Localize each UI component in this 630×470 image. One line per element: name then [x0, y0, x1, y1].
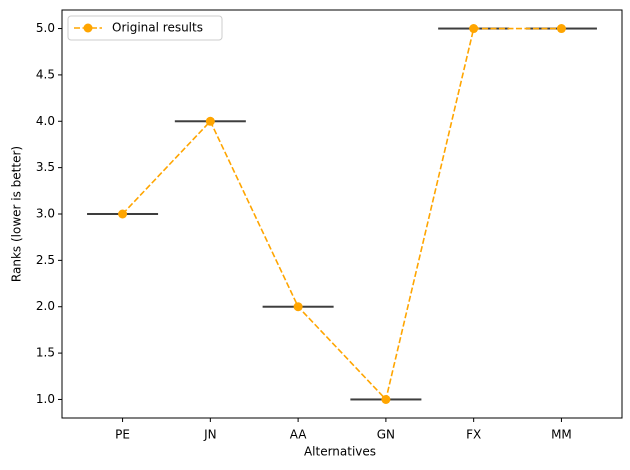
point: [556, 24, 566, 34]
y-tick-label: 2.5: [36, 253, 55, 267]
point: [293, 302, 303, 312]
point: [118, 209, 128, 219]
x-tick-label: MM: [551, 428, 572, 442]
legend-label: Original results: [112, 21, 203, 35]
x-tick-label: FX: [466, 428, 481, 442]
y-tick-label: 2.0: [36, 299, 55, 313]
point: [469, 24, 479, 34]
point: [205, 116, 215, 126]
legend-box: [67, 15, 223, 41]
y-tick-label: 5.0: [36, 21, 55, 35]
x-axis-label: Alternatives: [304, 445, 376, 459]
y-tick-label: 4.5: [36, 67, 55, 81]
y-axis-label: Ranks (lower is better): [10, 146, 24, 282]
x-tick-label: AA: [290, 428, 308, 442]
y-tick-label: 3.0: [36, 207, 55, 221]
x-tick-label: GN: [377, 428, 395, 442]
x-tick-label: PE: [115, 428, 130, 442]
y-tick-label: 1.0: [36, 392, 55, 406]
point: [381, 394, 391, 404]
y-tick-label: 4.0: [36, 114, 55, 128]
x-tick-label: JN: [203, 428, 217, 442]
plot-frame: [61, 9, 623, 419]
series-line: [121, 27, 562, 402]
y-tick-label: 3.5: [36, 160, 55, 174]
legend-marker: [83, 23, 93, 33]
y-tick-label: 1.5: [36, 346, 55, 360]
